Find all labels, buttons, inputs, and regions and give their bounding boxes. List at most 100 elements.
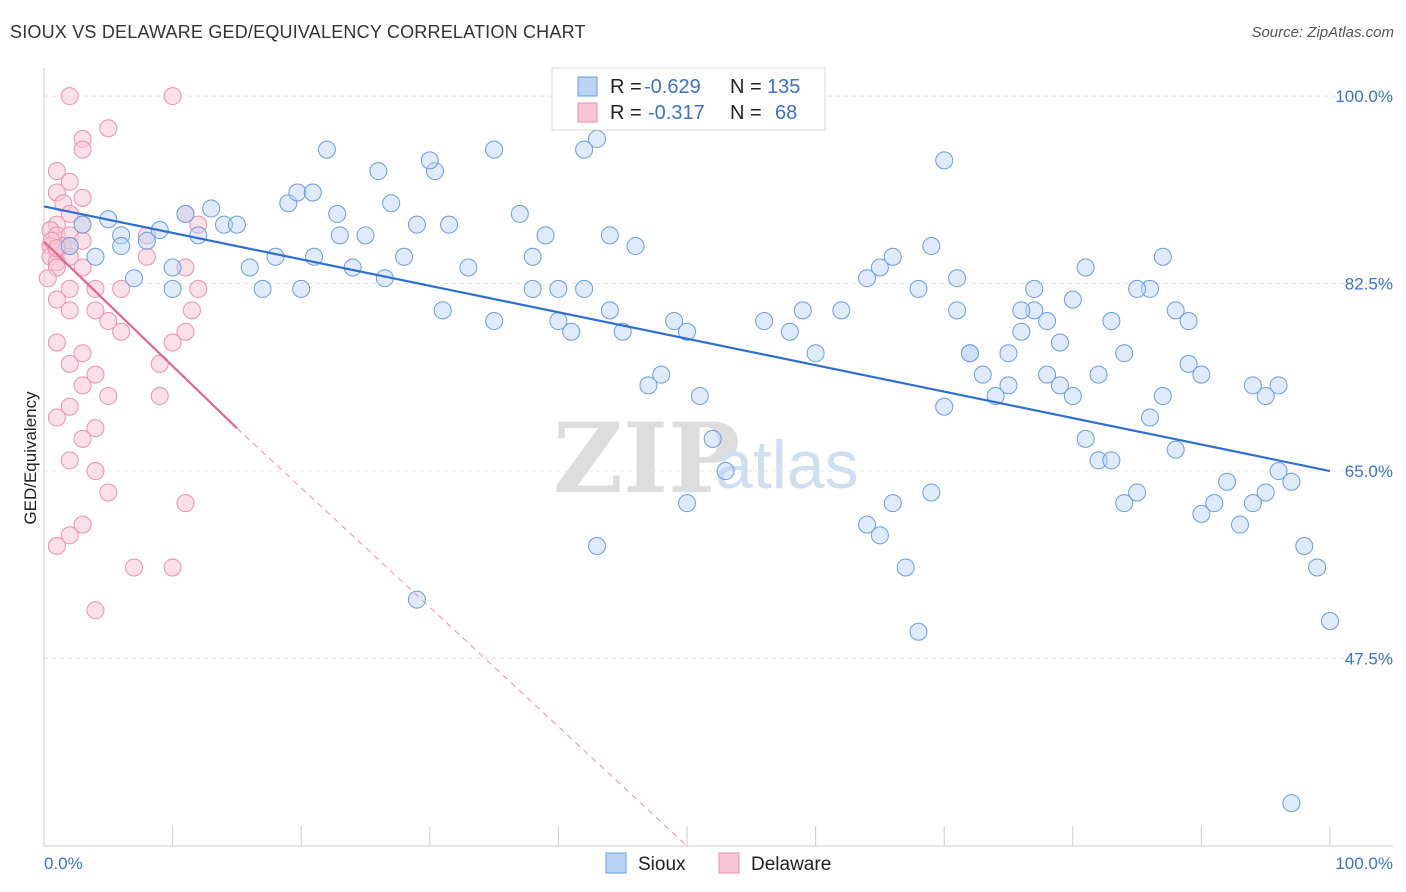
sioux-point	[613, 322, 632, 341]
delaware-points	[38, 87, 208, 620]
delaware-point	[125, 558, 144, 577]
sioux-point	[1063, 290, 1082, 309]
sioux-point	[1256, 387, 1275, 406]
sioux-point	[690, 387, 709, 406]
sioux-point	[433, 301, 452, 320]
sioux-point	[1038, 312, 1057, 331]
sioux-point	[440, 215, 459, 234]
delaware-point	[86, 301, 105, 320]
sioux-point	[587, 129, 606, 148]
sioux-point	[227, 215, 246, 234]
trend-lines	[43, 205, 1331, 847]
sioux-point	[330, 226, 349, 245]
sioux-point	[678, 494, 696, 513]
sioux-point	[870, 526, 889, 545]
y-axis-title: GED/Equivalency	[21, 391, 40, 525]
sioux-point	[215, 215, 234, 234]
sioux-point	[1140, 408, 1159, 427]
sioux-point	[1230, 515, 1249, 534]
delaware-n-value: 68	[775, 102, 797, 124]
sioux-point	[948, 301, 967, 320]
delaware-point	[60, 526, 79, 545]
delaware-point	[47, 537, 66, 556]
delaware-point	[73, 376, 92, 395]
sioux-point	[1102, 451, 1121, 470]
sioux-point	[1038, 365, 1057, 384]
sioux-point	[1140, 279, 1159, 298]
sioux-point	[317, 140, 336, 159]
delaware-point	[99, 312, 118, 331]
delaware-point	[60, 172, 79, 191]
sioux-point	[137, 231, 156, 250]
sioux-point	[935, 397, 954, 416]
delaware-point	[60, 451, 79, 470]
sioux-point	[1115, 344, 1134, 363]
sioux-point	[343, 258, 362, 277]
delaware-point	[47, 408, 66, 427]
sioux-point	[1128, 279, 1147, 298]
delaware-point	[150, 387, 169, 406]
sioux-point	[86, 247, 105, 266]
sioux-point	[716, 462, 735, 481]
sioux-point	[678, 322, 696, 341]
sioux-point	[240, 258, 259, 277]
sioux-point	[1308, 558, 1327, 577]
sioux-point	[536, 226, 555, 245]
sioux-point	[1102, 312, 1121, 331]
delaware-r-label: R =	[610, 102, 642, 124]
sioux-point	[1218, 472, 1237, 491]
delaware-point	[182, 301, 201, 320]
sioux-point	[112, 226, 131, 245]
sioux-point	[1089, 365, 1108, 384]
delaware-point	[86, 365, 105, 384]
sioux-point	[1076, 429, 1095, 448]
delaware-point	[47, 290, 66, 309]
sioux-point	[883, 494, 902, 513]
sioux-point	[288, 183, 307, 202]
delaware-point	[137, 247, 156, 266]
sioux-point	[832, 301, 851, 320]
sioux-point	[1295, 537, 1314, 556]
delaware-point	[73, 188, 92, 207]
sioux-points	[60, 129, 1339, 813]
sioux-point	[112, 237, 131, 256]
sioux-point	[780, 322, 799, 341]
delaware-point	[189, 215, 208, 234]
sioux-point	[1025, 279, 1044, 298]
sioux-point	[858, 269, 877, 288]
delaware-legend-swatch	[577, 102, 598, 123]
sioux-point	[600, 301, 619, 320]
sioux-point	[420, 151, 439, 170]
sioux-point	[356, 226, 375, 245]
delaware-point	[38, 269, 57, 288]
sioux-point	[1153, 247, 1172, 266]
sioux-point	[909, 279, 928, 298]
delaware-point	[86, 601, 105, 620]
sioux-point	[292, 279, 311, 298]
sioux-point	[1012, 301, 1031, 320]
delaware-point	[73, 258, 92, 277]
sioux-point	[1166, 440, 1185, 459]
sioux-point	[549, 279, 568, 298]
sioux-point	[1153, 387, 1172, 406]
gridlines	[44, 95, 1393, 660]
sioux-point	[1025, 301, 1044, 320]
sioux-point	[425, 162, 444, 181]
sioux-point	[510, 204, 529, 223]
sioux-point	[1192, 365, 1211, 384]
watermark-atlas: atlas	[715, 427, 859, 503]
sioux-n-label: N =	[730, 76, 762, 98]
sioux-point	[485, 312, 504, 331]
sioux-point	[1282, 794, 1301, 813]
sioux-point	[922, 483, 941, 502]
delaware-trend-extension	[236, 427, 688, 847]
sioux-point	[575, 140, 594, 159]
sioux-series-swatch	[605, 852, 627, 874]
sioux-point	[328, 204, 347, 223]
sioux-point	[202, 199, 221, 218]
delaware-point	[163, 333, 182, 352]
sioux-point	[562, 322, 581, 341]
sioux-point	[626, 237, 645, 256]
sioux-point	[1076, 258, 1095, 277]
